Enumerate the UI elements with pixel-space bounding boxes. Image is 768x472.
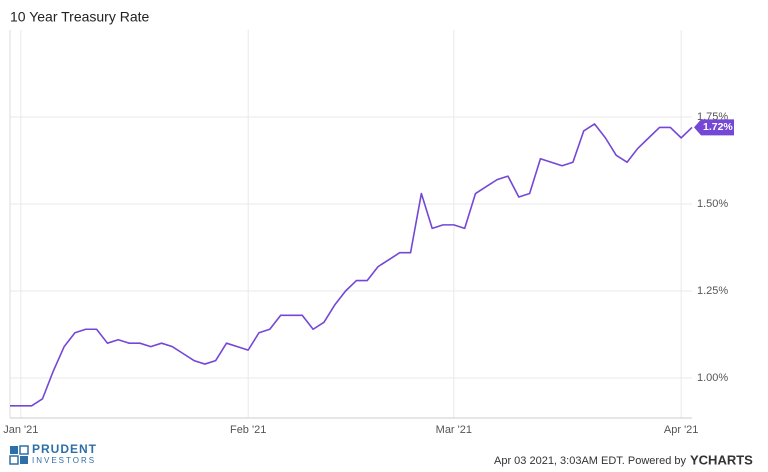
- value-badge-bg: [694, 119, 734, 136]
- value-label: 1.72%: [703, 121, 733, 133]
- y-tick-label: 1.25%: [697, 285, 728, 297]
- y-tick-label: 1.50%: [697, 198, 728, 210]
- x-tick-label: Jan '21: [3, 424, 38, 436]
- footer-brand[interactable]: YCHARTS: [690, 452, 753, 467]
- logo-icon: [9, 455, 19, 465]
- x-tick-label: Apr '21: [664, 424, 699, 436]
- logo-text: INVESTORS: [32, 456, 96, 465]
- footer-timestamp: Apr 03 2021, 3:03AM EDT. Powered by: [494, 455, 686, 467]
- chart-title: 10 Year Treasury Rate: [10, 9, 150, 25]
- x-tick-label: Mar '21: [436, 424, 472, 436]
- line-series: [10, 123, 693, 407]
- logo-icon: [10, 446, 18, 454]
- x-tick-label: Feb '21: [230, 424, 266, 436]
- value-badge: 1.72%: [694, 119, 734, 136]
- logo-icon: [20, 456, 28, 464]
- y-tick-label: 1.00%: [697, 372, 728, 384]
- logo-text: PRUDENT: [32, 442, 97, 456]
- logo-icon: [19, 445, 29, 455]
- logo: PRUDENT INVESTORS: [9, 442, 97, 465]
